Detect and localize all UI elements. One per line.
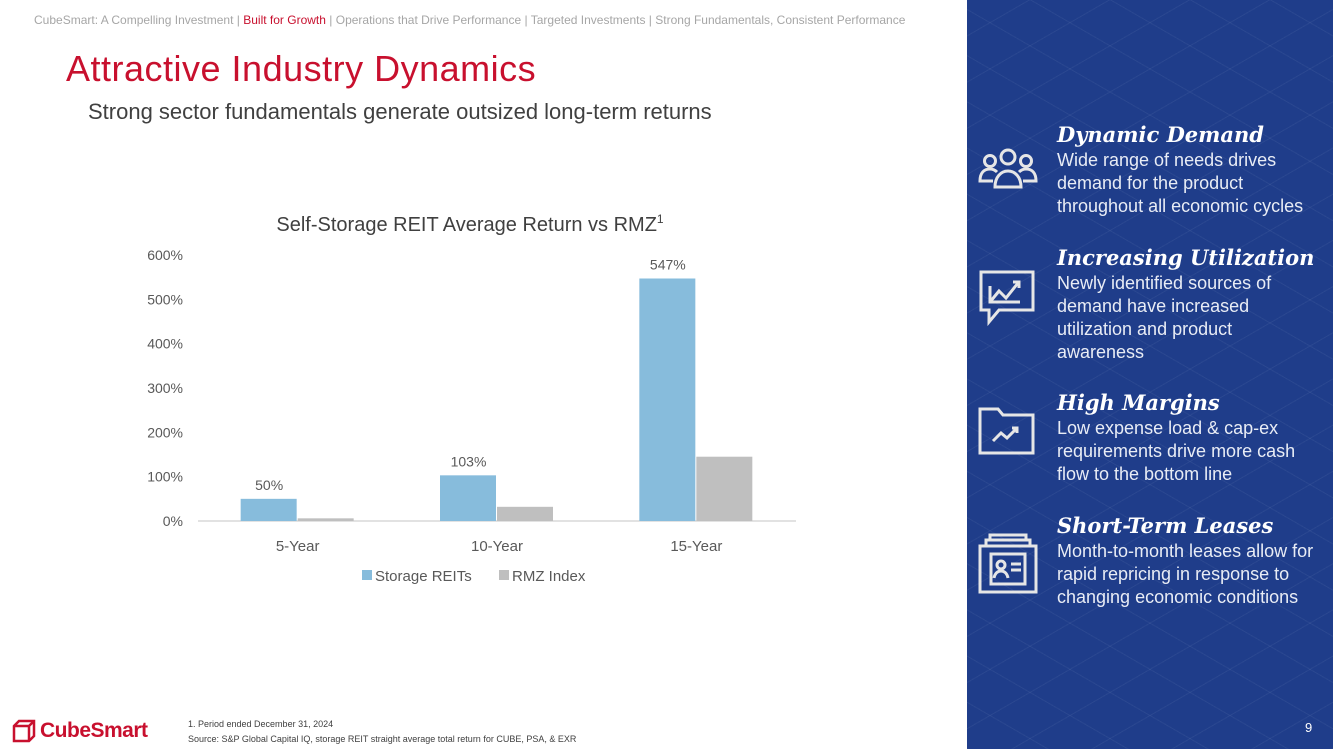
chart-speech-bubble-icon: [977, 268, 1039, 330]
page-title: Attractive Industry Dynamics: [66, 48, 537, 89]
nav-item[interactable]: Strong Fundamentals, Consistent Performa…: [655, 13, 906, 27]
cubesmart-logo: CubeSmart: [12, 719, 148, 743]
nav-item[interactable]: CubeSmart: A Compelling Investment: [34, 13, 234, 27]
legend-swatch: [499, 570, 509, 580]
data-label: 103%: [451, 453, 487, 469]
bar-storage-reits: [240, 498, 297, 521]
data-label: 50%: [255, 477, 283, 493]
x-tick-label: 10-Year: [471, 538, 523, 555]
benefit-item: Short-Term Leases Month-to-month leases a…: [1057, 513, 1314, 607]
y-tick-label: 600%: [147, 247, 183, 263]
legend-label: Storage REITs: [375, 568, 472, 585]
x-tick-label: 5-Year: [276, 538, 320, 555]
benefit-item: Dynamic Demand Wide range of needs drives…: [1057, 122, 1304, 216]
bar-rmz-index: [497, 506, 553, 521]
y-tick-label: 500%: [147, 291, 183, 307]
nav-item-active[interactable]: Built for Growth: [243, 13, 326, 27]
bar-rmz-index: [297, 518, 354, 521]
bar-chart: Self-Storage REIT Average Return vs RMZ1…: [147, 212, 796, 585]
page-subtitle: Strong sector fundamentals generate outs…: [88, 99, 712, 124]
section-nav: CubeSmart: A Compelling Investment | Bui…: [34, 13, 906, 27]
page-number: 9: [1305, 720, 1313, 735]
benefit-item: Increasing Utilization Newly identified s…: [1057, 245, 1315, 362]
bar-storage-reits: [440, 475, 496, 521]
chart-title: Self-Storage REIT Average Return vs RMZ1: [276, 212, 664, 236]
y-tick-label: 400%: [147, 336, 183, 352]
y-tick-label: 200%: [147, 424, 183, 440]
y-tick-label: 300%: [147, 380, 183, 396]
benefit-item: High Margins Low expense load & cap-ex re…: [1057, 390, 1296, 484]
y-tick-label: 100%: [147, 469, 183, 485]
people-group-icon: [977, 145, 1039, 207]
data-label: 547%: [650, 256, 686, 272]
benefits-panel: Dynamic Demand Wide range of needs drives…: [967, 0, 1333, 749]
file-drawer-icon: [977, 532, 1039, 594]
folder-trend-icon: [977, 405, 1039, 467]
cube-logo-icon: [12, 719, 36, 743]
legend-swatch: [362, 570, 372, 580]
nav-item[interactable]: Targeted Investments: [530, 13, 646, 27]
nav-item[interactable]: Operations that Drive Performance: [335, 13, 522, 27]
footnote: 1. Period ended December 31, 2024 Source…: [188, 719, 577, 744]
legend-label: RMZ Index: [512, 568, 586, 585]
bar-storage-reits: [639, 278, 696, 521]
x-tick-label: 15-Year: [670, 538, 722, 555]
bar-rmz-index: [696, 456, 753, 521]
y-tick-label: 0%: [163, 513, 183, 529]
